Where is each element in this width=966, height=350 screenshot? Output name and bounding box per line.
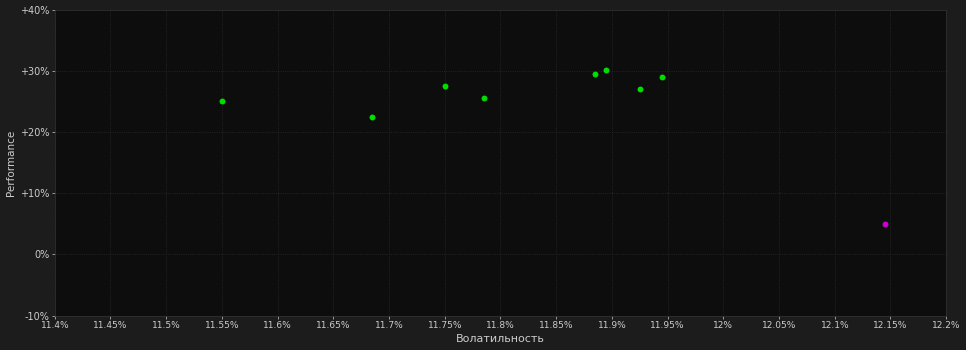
Point <box>587 71 603 77</box>
Point <box>877 221 893 227</box>
Point <box>364 114 380 119</box>
Point <box>599 67 614 72</box>
X-axis label: Волатильность: Волатильность <box>456 335 545 344</box>
Point <box>214 99 230 104</box>
Point <box>632 86 647 92</box>
Point <box>654 74 669 80</box>
Y-axis label: Performance: Performance <box>6 130 15 196</box>
Point <box>437 83 452 89</box>
Point <box>476 96 492 101</box>
